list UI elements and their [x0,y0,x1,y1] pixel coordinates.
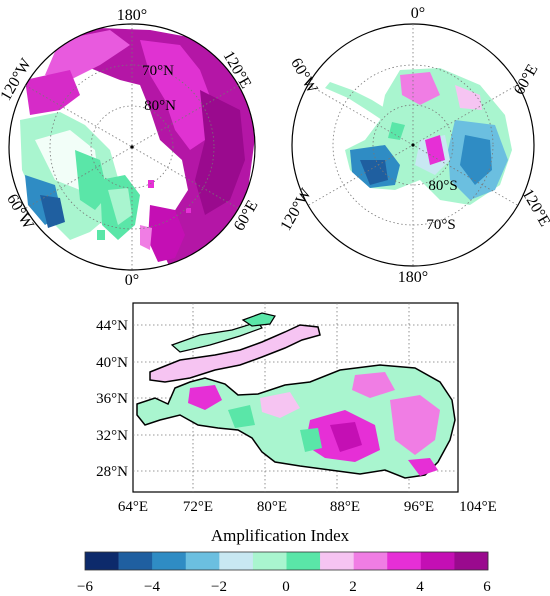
colorbar-swatch [286,552,321,570]
colorbar-swatch [252,552,287,570]
arctic-lat-label-80: 80°N [144,98,176,114]
tibet-map: 44°N 40°N 36°N 32°N 28°N 64°E 72°E 80°E … [96,302,497,515]
antarctic-label-120w: 120°W [277,185,315,234]
colorbar-tick-label: −2 [211,579,227,595]
arctic-pole-dot [130,145,134,149]
arctic-meridians [25,24,239,270]
tibet-lat-label-32: 32°N [96,428,128,444]
tibet-plateau-data [136,312,456,479]
arctic-label-0: 0° [125,272,139,289]
colorbar-frame [84,551,489,571]
colorbar-tick-label: 4 [416,579,424,595]
colorbar-swatch [420,552,455,570]
colorbar-swatch [185,552,220,570]
colorbar-swatch [320,552,354,570]
tibet-lon-label-104: 104°E [459,499,497,515]
tibet-lon-label-96: 96°E [404,499,434,515]
colorbar-cells [85,552,489,570]
antarctic-pole-dot [411,143,415,147]
arctic-map: 180° 120°E 60°E 0° 60°W 120°W 70°N 80°N [0,7,262,289]
antarctic-lat-label-80: 80°S [428,178,457,194]
tibet-lat-label-44: 44°N [96,318,128,334]
tibet-lat-label-36: 36°N [96,391,128,407]
tibet-lat-label-40: 40°N [96,355,128,371]
antarctic-lat-label-70: 70°S [426,217,455,233]
colorbar-title: Amplification Index [211,526,350,545]
arctic-label-180: 180° [117,7,147,24]
colorbar-swatch [353,552,388,570]
tibet-lon-label-80: 80°E [257,499,287,515]
antarctic-label-60e: 60°E [511,62,542,98]
colorbar-swatch [454,552,489,570]
tibet-lon-label-72: 72°E [183,499,213,515]
arctic-lat-label-70: 70°N [142,63,174,79]
colorbar-tick-label: 0 [282,579,290,595]
tibet-lon-label-88: 88°E [330,499,360,515]
antarctic-label-120e: 120°E [518,186,550,229]
antarctic-map: 0° 60°E 120°E 180° 120°W 60°W 80°S 70°S [277,5,550,286]
colorbar-swatch [387,552,422,570]
colorbar-tick-label: 6 [483,579,491,595]
colorbar-swatch [85,552,119,570]
antarctic-label-180: 180° [398,269,428,286]
antarctic-data-layer [292,24,534,266]
colorbar-swatch [118,552,153,570]
colorbar-swatch [219,552,254,570]
colorbar-tick-label: −6 [77,579,93,595]
colorbar-tick-label: −4 [144,579,160,595]
colorbar-tick-label: 2 [349,579,357,595]
antarctic-label-0: 0° [411,5,425,22]
tibet-lat-label-28: 28°N [96,464,128,480]
tibet-lon-label-64: 64°E [118,499,148,515]
colorbar-swatch [152,552,187,570]
colorbar: Amplification Index −6 −4 −2 0 2 4 6 [77,526,491,595]
